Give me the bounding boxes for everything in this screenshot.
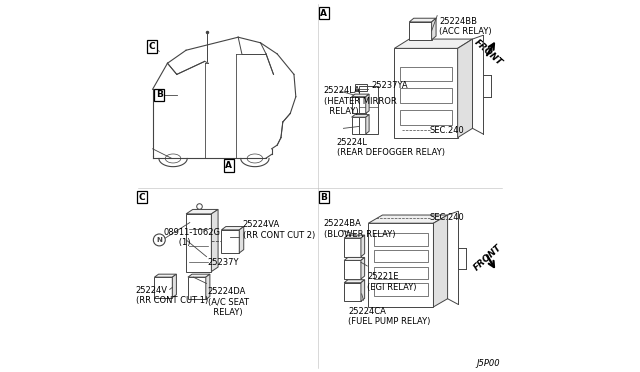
Text: FRONT: FRONT: [472, 243, 504, 272]
Text: 25224CA
(FUEL PUMP RELAY): 25224CA (FUEL PUMP RELAY): [348, 307, 430, 326]
Polygon shape: [369, 215, 447, 223]
Bar: [188, 277, 206, 299]
Bar: [186, 214, 211, 272]
Text: J5P00: J5P00: [477, 359, 500, 368]
Polygon shape: [344, 257, 365, 260]
Polygon shape: [221, 227, 244, 230]
Text: FRONT: FRONT: [472, 38, 504, 68]
Bar: [400, 67, 452, 81]
Text: A: A: [225, 161, 232, 170]
Bar: [355, 84, 367, 91]
Text: 25237Y: 25237Y: [207, 258, 239, 267]
Polygon shape: [410, 18, 436, 22]
Bar: [359, 86, 378, 134]
Bar: [344, 238, 361, 257]
Bar: [351, 117, 365, 134]
Text: 25224V
(RR CONT CUT 1): 25224V (RR CONT CUT 1): [136, 286, 208, 305]
Bar: [221, 230, 239, 253]
Polygon shape: [186, 209, 218, 214]
Polygon shape: [361, 280, 365, 301]
Bar: [410, 22, 431, 40]
Text: 08911-1062G
      (1): 08911-1062G (1): [163, 228, 220, 247]
Text: C: C: [139, 193, 145, 202]
Text: 25224VA
(RR CONT CUT 2): 25224VA (RR CONT CUT 2): [243, 220, 315, 240]
Polygon shape: [344, 280, 365, 283]
Polygon shape: [431, 18, 436, 40]
Bar: [374, 283, 428, 296]
Polygon shape: [365, 94, 369, 113]
Text: 25237YA: 25237YA: [371, 81, 408, 90]
Polygon shape: [394, 39, 472, 48]
Bar: [400, 110, 452, 125]
Bar: [374, 233, 428, 246]
Polygon shape: [239, 227, 244, 253]
Polygon shape: [172, 274, 177, 298]
Text: A: A: [320, 9, 327, 17]
Polygon shape: [188, 274, 210, 277]
Text: 25224DA
(A/C SEAT
  RELAY): 25224DA (A/C SEAT RELAY): [207, 287, 249, 317]
Text: 25224LA
(HEATER MIRROR
  RELAY): 25224LA (HEATER MIRROR RELAY): [324, 86, 396, 116]
Bar: [369, 223, 433, 307]
Polygon shape: [351, 115, 369, 117]
Bar: [374, 250, 428, 262]
Polygon shape: [458, 39, 472, 138]
Polygon shape: [351, 94, 369, 97]
Polygon shape: [206, 274, 210, 299]
Text: SEC.240: SEC.240: [429, 213, 465, 222]
Polygon shape: [361, 257, 365, 279]
Text: 25224BB
(ACC RELAY): 25224BB (ACC RELAY): [439, 17, 492, 36]
Polygon shape: [211, 209, 218, 272]
Text: 25224L
(REAR DEFOGGER RELAY): 25224L (REAR DEFOGGER RELAY): [337, 138, 445, 157]
Polygon shape: [344, 235, 365, 238]
Text: C: C: [148, 42, 155, 51]
Text: 25221E
(EGI RELAY): 25221E (EGI RELAY): [367, 272, 417, 292]
Text: B: B: [320, 193, 327, 202]
Bar: [344, 260, 361, 279]
Bar: [351, 97, 365, 113]
Bar: [154, 277, 172, 298]
Text: SEC.240: SEC.240: [429, 126, 465, 135]
Bar: [374, 267, 428, 279]
Polygon shape: [365, 115, 369, 134]
Polygon shape: [361, 235, 365, 257]
Bar: [394, 48, 458, 138]
Bar: [344, 283, 361, 301]
Polygon shape: [433, 215, 447, 307]
Bar: [400, 88, 452, 103]
Text: 25224BA
(BLOWER RELAY): 25224BA (BLOWER RELAY): [324, 219, 396, 239]
Text: N: N: [156, 237, 162, 243]
Polygon shape: [154, 274, 177, 277]
Text: B: B: [156, 90, 163, 99]
